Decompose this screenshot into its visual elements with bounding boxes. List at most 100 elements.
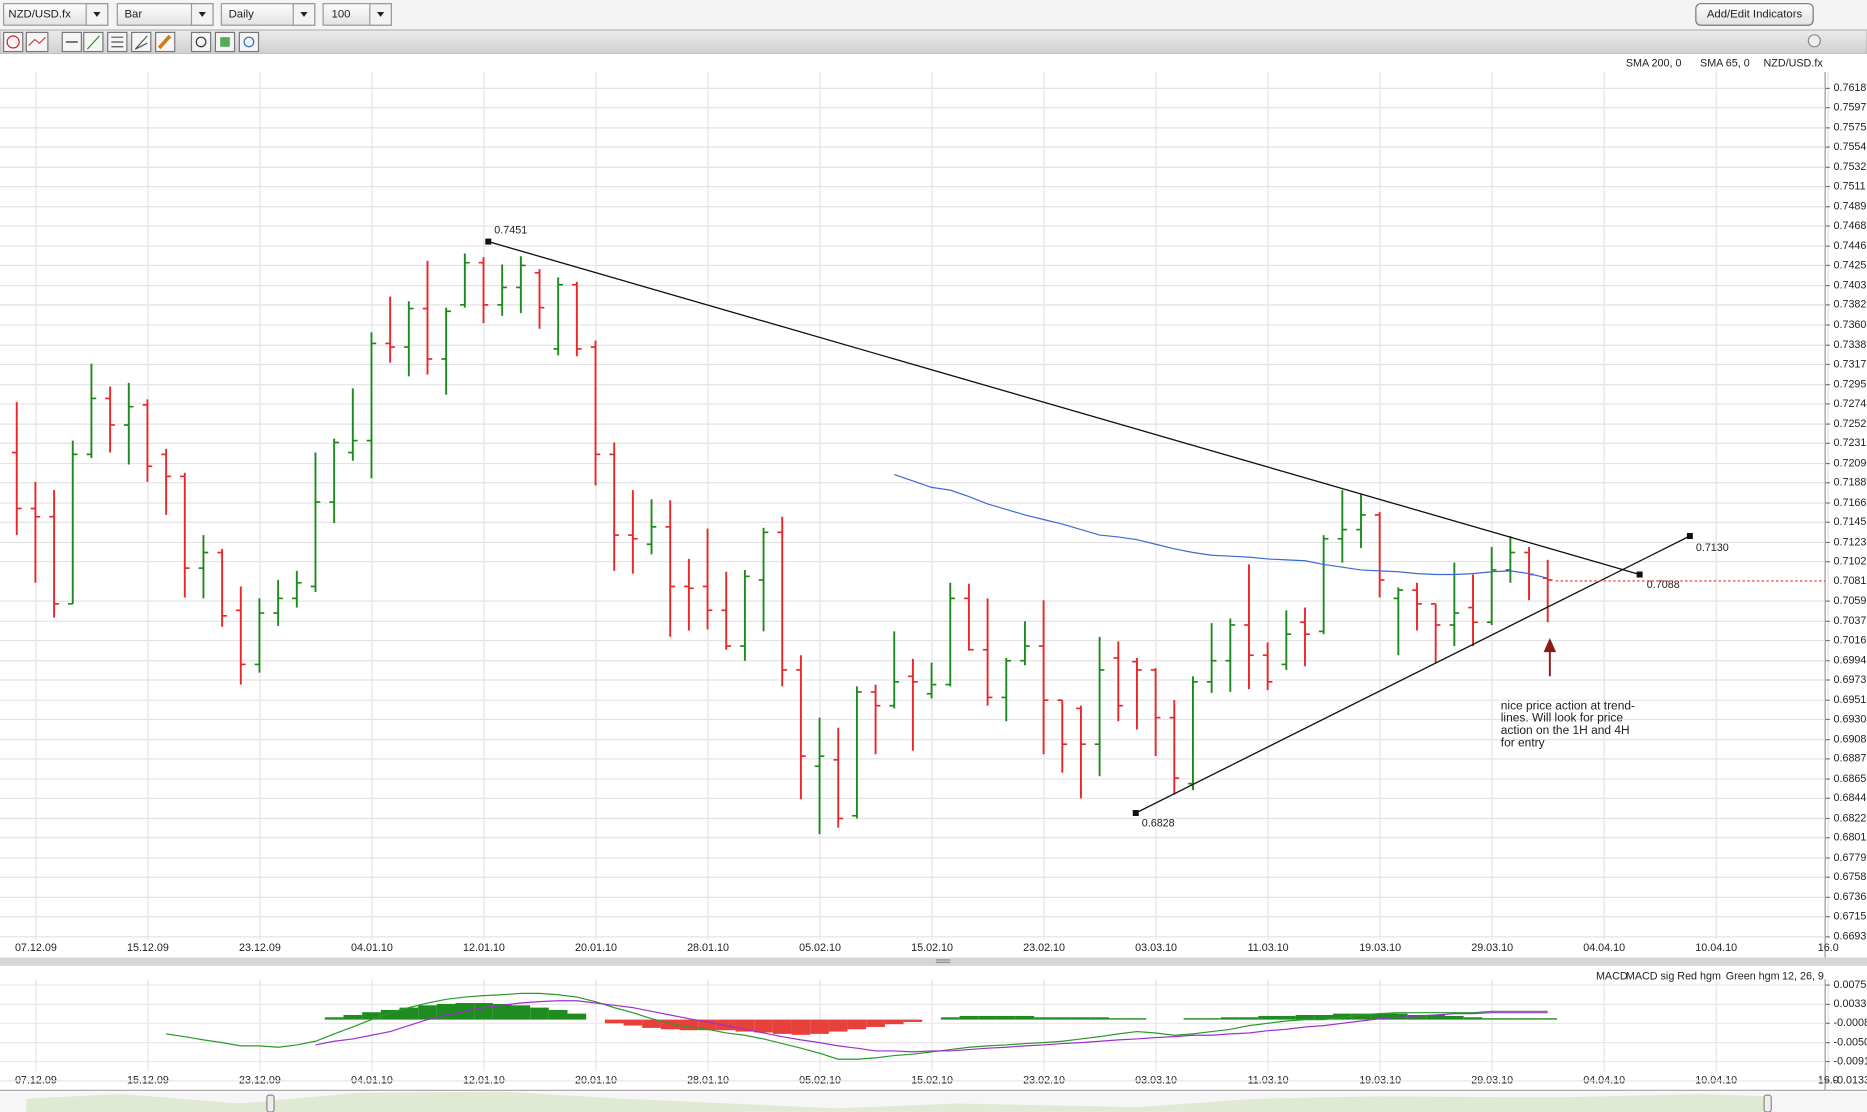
x-tick-label: 15.02.10 bbox=[911, 942, 953, 954]
tool-icon bbox=[243, 36, 255, 48]
y-tick-label: -0.0091 bbox=[1833, 1055, 1867, 1067]
x-tick-label: 28.01.10 bbox=[687, 942, 729, 954]
main-panel bbox=[0, 53, 1867, 958]
x-tick-label: 05.02.10 bbox=[799, 942, 841, 954]
histogram-bar bbox=[679, 1019, 699, 1031]
legend-entry: SMA 200, 0 bbox=[1626, 57, 1682, 69]
sma-line bbox=[894, 473, 1548, 579]
histogram-bar bbox=[1538, 1018, 1558, 1020]
y-tick-label: 0.7425 bbox=[1833, 259, 1866, 271]
indicators-button[interactable] bbox=[1695, 3, 1814, 26]
y-tick-label: 0.0075 bbox=[1833, 979, 1866, 991]
indicators-button-text: Add/Edit Indicators bbox=[1707, 8, 1803, 20]
y-tick-label: 0.7209 bbox=[1833, 457, 1866, 469]
histogram-bar bbox=[1501, 1018, 1520, 1020]
tool-crosshair[interactable] bbox=[2, 31, 24, 53]
histogram-bar bbox=[343, 1015, 363, 1020]
histogram-bar bbox=[660, 1019, 680, 1030]
tool-settings[interactable] bbox=[238, 31, 260, 53]
histogram-bar bbox=[1370, 1013, 1390, 1020]
histogram-bar bbox=[810, 1019, 829, 1034]
y-tick-label: 0.7360 bbox=[1833, 319, 1866, 331]
legend-entry: Green hgm bbox=[1726, 971, 1780, 983]
y-tick-label: 0.7295 bbox=[1833, 379, 1866, 391]
trend-label: 0.7088 bbox=[1647, 579, 1680, 591]
y-tick-label: 0.7317 bbox=[1833, 358, 1866, 370]
info-icon[interactable] bbox=[1807, 34, 1821, 48]
annotation-text: nice price action at trend- bbox=[1501, 698, 1635, 712]
plot-layer: 07.12.09 15.12.09 23.12.09 04.01.10 12.01.10… bbox=[0, 57, 1867, 1087]
histogram-bar bbox=[1276, 1015, 1296, 1020]
y-tick-label: 0.7252 bbox=[1833, 418, 1866, 430]
y-tick-label: 0.7446 bbox=[1833, 240, 1866, 252]
histogram-bar bbox=[828, 1019, 848, 1032]
y-tick-label: 0.7532 bbox=[1833, 161, 1866, 173]
histogram-bar bbox=[1052, 1017, 1072, 1020]
histogram-bar bbox=[1108, 1018, 1128, 1020]
histogram-bar bbox=[1071, 1017, 1091, 1020]
y-tick-label: 0.6865 bbox=[1833, 773, 1866, 785]
navigator-handle[interactable] bbox=[1763, 1094, 1772, 1112]
y-tick-label: 0.6930 bbox=[1833, 713, 1866, 725]
tool-zoom[interactable] bbox=[190, 31, 212, 53]
y-tick-label: 0.7037 bbox=[1833, 615, 1866, 627]
histogram-bar bbox=[1351, 1013, 1371, 1020]
symbol-select-text: NZD/USD.fx bbox=[8, 8, 71, 20]
arrow-icon bbox=[198, 12, 206, 17]
macd-panel bbox=[0, 965, 1867, 1091]
tool-strip bbox=[0, 29, 1867, 55]
legend-entry: MACD bbox=[1596, 971, 1628, 983]
selectors: NZD/USD.fx Bar Daily 100 Add/Edit Indica… bbox=[2, 3, 1814, 26]
y-tick-label: 0.6779 bbox=[1833, 852, 1866, 864]
tools bbox=[2, 31, 260, 53]
trendline bbox=[488, 240, 1640, 576]
tool-icon bbox=[134, 35, 148, 50]
x-tick-label: 23.12.09 bbox=[239, 942, 281, 954]
y-tick-label: 0.6994 bbox=[1833, 655, 1866, 667]
y-tick-label: 0.7188 bbox=[1833, 477, 1866, 489]
histogram-bar bbox=[324, 1017, 344, 1020]
histogram-bar bbox=[548, 1009, 568, 1020]
histogram-bar bbox=[1332, 1013, 1352, 1020]
trend-anchor bbox=[1132, 810, 1139, 816]
y-tick-label: 0.7274 bbox=[1833, 398, 1866, 410]
tool-icon bbox=[28, 36, 46, 46]
histogram-bar bbox=[1519, 1018, 1539, 1020]
annotation-text: action on the 1H and 4H bbox=[1501, 723, 1630, 737]
y-tick-label: 0.7123 bbox=[1833, 536, 1866, 548]
histogram-bar bbox=[1183, 1018, 1203, 1020]
interval-select-text: Daily bbox=[229, 8, 255, 20]
navigator-handle[interactable] bbox=[266, 1094, 275, 1112]
panel-separator[interactable] bbox=[0, 957, 1867, 966]
y-tick-label: 0.7102 bbox=[1833, 556, 1866, 568]
trend-label: 0.6828 bbox=[1142, 818, 1175, 830]
histogram-bar bbox=[418, 1005, 437, 1020]
histogram-bar bbox=[1314, 1015, 1333, 1020]
annotation-arrow bbox=[1543, 638, 1557, 677]
histogram-bar bbox=[1426, 1015, 1446, 1020]
histogram-bar bbox=[567, 1013, 587, 1020]
y-tick-label: 0.6736 bbox=[1833, 891, 1866, 903]
y-tick-label: 0.7618 bbox=[1833, 82, 1866, 94]
histogram-bar bbox=[1482, 1018, 1502, 1020]
histogram-bar bbox=[698, 1019, 717, 1031]
histogram-bar bbox=[1202, 1018, 1221, 1020]
tool-icon bbox=[111, 36, 124, 48]
y-tick-label: 0.6693 bbox=[1833, 931, 1866, 943]
y-tick-label: 0.6822 bbox=[1833, 812, 1866, 824]
histogram-bar bbox=[1220, 1017, 1240, 1020]
tool-icon bbox=[86, 35, 100, 50]
histogram-bar bbox=[1295, 1015, 1315, 1020]
histogram-bar bbox=[978, 1015, 997, 1020]
histogram-bar bbox=[716, 1019, 736, 1031]
x-tick-label: 20.01.10 bbox=[575, 942, 617, 954]
y-tick-label: 0.6951 bbox=[1833, 694, 1866, 706]
y-tick-label: 0.7166 bbox=[1833, 497, 1866, 509]
histogram-bar bbox=[959, 1015, 979, 1020]
y-tick-label: 0.0033 bbox=[1833, 998, 1866, 1010]
y-tick-label: 0.7016 bbox=[1833, 634, 1866, 646]
histogram-bar bbox=[642, 1019, 661, 1028]
trendline bbox=[1135, 535, 1691, 814]
histogram-bar bbox=[1090, 1017, 1109, 1020]
legend-symbol: NZD/USD.fx bbox=[1763, 57, 1823, 69]
